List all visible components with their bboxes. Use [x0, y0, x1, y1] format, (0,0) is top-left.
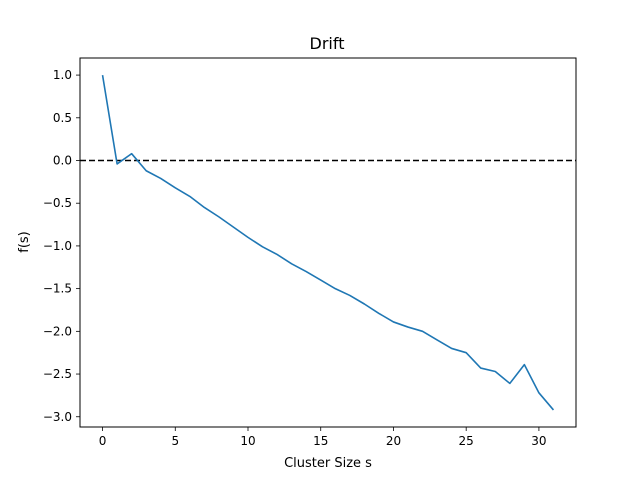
x-tick-label: 10 — [240, 434, 255, 448]
x-axis-label: Cluster Size s — [284, 456, 372, 471]
y-tick-label: −3.0 — [43, 410, 72, 424]
y-tick-label: 1.0 — [53, 68, 72, 82]
y-tick-label: −2.5 — [43, 367, 72, 381]
x-tick-label: 5 — [171, 434, 179, 448]
y-tick-label: 0.5 — [53, 111, 72, 125]
y-tick-label: −1.5 — [43, 282, 72, 296]
plot-area — [80, 74, 576, 411]
x-tick-label: 15 — [313, 434, 328, 448]
x-axis: 0 5 10 15 20 25 30 — [99, 427, 547, 448]
series-line — [101, 74, 555, 411]
y-axis-label: f(s) — [17, 231, 32, 253]
x-tick-label: 0 — [99, 434, 107, 448]
x-tick-label: 30 — [531, 434, 546, 448]
chart-title: Drift — [310, 34, 345, 53]
x-tick-label: 25 — [459, 434, 474, 448]
y-tick-label: −2.0 — [43, 324, 72, 338]
y-tick-label: −1.0 — [43, 239, 72, 253]
plot-frame — [79, 57, 577, 428]
y-axis: 1.0 0.5 0.0 −0.5 −1.0 −1.5 −2.0 −2.5 −3.0 — [43, 68, 80, 424]
y-tick-label: 0.0 — [53, 154, 72, 168]
y-tick-label: −0.5 — [43, 196, 72, 210]
x-tick-label: 20 — [386, 434, 401, 448]
